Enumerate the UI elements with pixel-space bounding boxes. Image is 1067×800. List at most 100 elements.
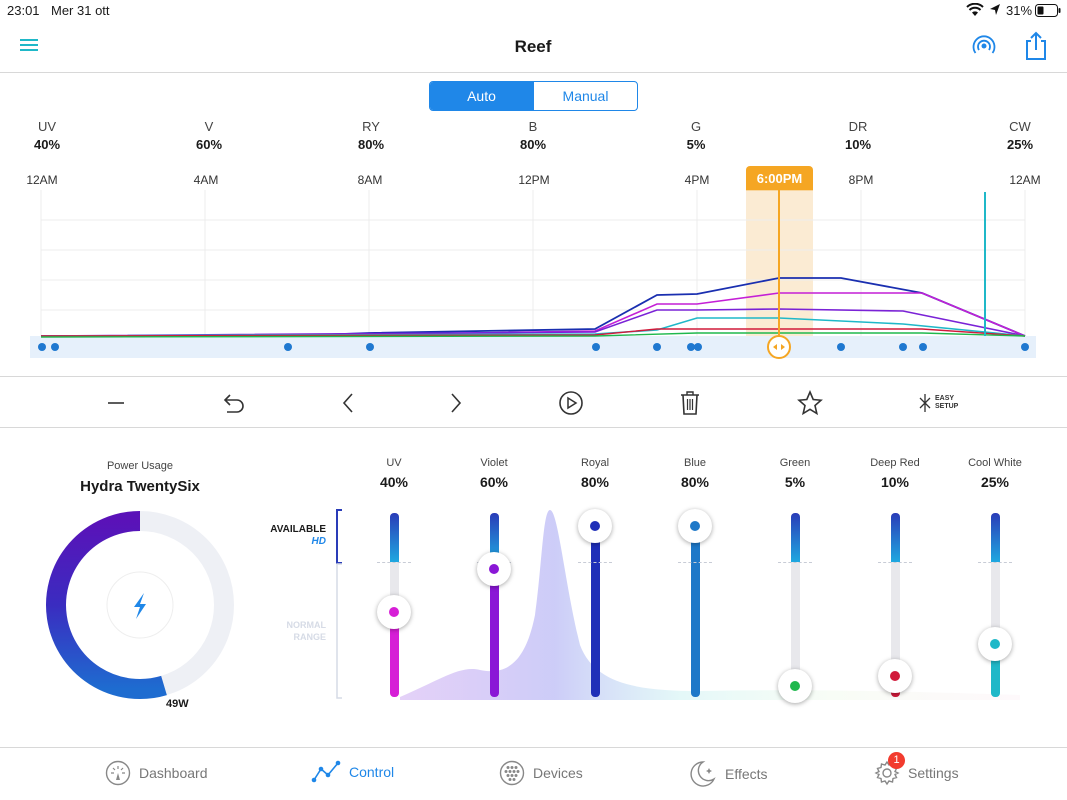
easy-setup-icon	[919, 394, 931, 412]
devices-icon	[499, 760, 525, 786]
range-bracket	[336, 509, 342, 699]
share-icon[interactable]	[1024, 31, 1048, 66]
time-scrubber-handle	[767, 335, 791, 359]
minus-icon[interactable]	[102, 389, 130, 417]
hd-available-label: AVAILABLE	[270, 524, 326, 535]
hd-boundary-line	[578, 562, 612, 563]
slider-track[interactable]	[890, 513, 900, 697]
tab-bar: Dashboard Control Devices Effects 1 Sett…	[0, 747, 1067, 800]
hd-boundary-line	[778, 562, 812, 563]
channel-value: 40%	[33, 137, 61, 152]
channel-header-g: G 5%	[666, 119, 726, 152]
hd-boundary-line	[377, 562, 411, 563]
tab-dashboard[interactable]: Dashboard	[105, 760, 208, 786]
spectrum-graphic	[400, 510, 1020, 700]
normal-label: NORMAL	[286, 620, 327, 630]
time-label: 12AM	[26, 173, 58, 187]
normal-range-label: NORMAL RANGE	[262, 619, 327, 643]
menu-icon[interactable]	[20, 38, 38, 57]
slider-channel-value: 10%	[880, 474, 910, 490]
channel-short-name: CW	[1009, 119, 1031, 134]
time-label: 8AM	[357, 173, 383, 187]
power-gauge-fill	[46, 511, 167, 699]
line-green	[40, 332, 1026, 338]
tab-settings[interactable]: 1 Settings	[874, 752, 959, 786]
slider-channel-name: Deep Red	[870, 457, 920, 469]
easy-setup-button[interactable]: EASY SETUP	[918, 389, 968, 417]
slider-track[interactable]	[790, 513, 800, 697]
graph-grid	[40, 190, 1026, 338]
lightning-icon	[134, 593, 146, 619]
time-label: 4AM	[193, 173, 219, 187]
current-time-badge[interactable]: 6:00PM	[746, 166, 813, 191]
slider-knob[interactable]	[978, 626, 1012, 661]
hd-boundary-line	[978, 562, 1012, 563]
slider-knob[interactable]	[678, 509, 712, 544]
tab-effects[interactable]: Effects	[689, 760, 768, 788]
slider-header: Blue 80%	[655, 457, 735, 490]
trash-icon[interactable]	[676, 389, 704, 417]
slider-header: Green 5%	[755, 457, 835, 490]
slider-knob[interactable]	[377, 594, 411, 629]
slider-knob[interactable]	[778, 669, 812, 704]
tab-label: Settings	[908, 765, 959, 781]
slider-channel-name: Blue	[683, 457, 707, 469]
channel-value: 60%	[195, 137, 223, 152]
slider-fill	[389, 611, 399, 697]
moon-icon	[690, 761, 716, 787]
battery-icon	[1035, 4, 1061, 20]
slider-knob[interactable]	[578, 509, 612, 544]
channel-header-b: B 80%	[503, 119, 563, 152]
power-usage-label: Power Usage	[106, 460, 174, 472]
tab-label: Effects	[725, 766, 768, 782]
graph-toolbar: EASY SETUP	[0, 376, 1067, 428]
channel-value: 25%	[1006, 137, 1034, 152]
graph-point-strip	[30, 336, 1036, 358]
channel-value: 5%	[686, 137, 706, 152]
hd-boundary-line	[678, 562, 712, 563]
tab-label: Control	[349, 764, 395, 780]
channel-value: 80%	[519, 137, 547, 152]
channel-header-uv: UV 40%	[17, 119, 77, 152]
wifi-icon	[966, 2, 984, 20]
channel-short-name: RY	[362, 119, 380, 134]
star-icon[interactable]	[796, 389, 824, 417]
slider-channel-name: Green	[779, 457, 811, 469]
location-icon	[989, 3, 1001, 20]
status-time: 23:01	[7, 3, 40, 18]
slider-channel-value: 60%	[479, 474, 509, 490]
power-watts: 49W	[166, 698, 189, 710]
hd-boundary-line	[878, 562, 912, 563]
page-title: Reef	[514, 37, 552, 56]
easy-setup-label-1: EASY	[935, 395, 955, 402]
chevron-left-icon[interactable]	[334, 389, 362, 417]
intensity-graph[interactable]	[0, 190, 1067, 370]
tab-devices[interactable]: Devices	[499, 760, 583, 786]
chevron-right-icon[interactable]	[442, 389, 470, 417]
settings-icon-wrap: 1	[874, 752, 905, 786]
broadcast-icon[interactable]	[971, 34, 997, 63]
undo-icon[interactable]	[219, 389, 247, 417]
tab-control[interactable]: Control	[311, 760, 394, 784]
slider-channel-value: 80%	[580, 474, 610, 490]
manual-mode-button[interactable]: Manual	[533, 82, 637, 110]
slider-knob[interactable]	[477, 552, 511, 587]
channel-value: 80%	[357, 137, 385, 152]
slider-track[interactable]	[990, 513, 1000, 697]
slider-knob[interactable]	[878, 658, 912, 693]
line-cool-white	[40, 317, 1026, 337]
slider-channel-name: Royal	[580, 457, 610, 469]
auto-mode-button[interactable]: Auto	[430, 82, 533, 110]
time-label: 12PM	[518, 173, 550, 187]
tab-label: Dashboard	[139, 765, 208, 781]
notification-badge: 1	[888, 752, 905, 769]
time-label: 12AM	[1009, 173, 1041, 187]
slider-channel-value: 5%	[784, 474, 806, 490]
slider-fill	[690, 526, 700, 697]
line-blue-violet	[40, 308, 1026, 337]
time-label: 4PM	[684, 173, 710, 187]
play-icon[interactable]	[557, 389, 585, 417]
channel-short-name: B	[528, 119, 538, 134]
line-deep-red	[40, 328, 1026, 337]
device-name: Hydra TwentySix	[80, 478, 200, 495]
